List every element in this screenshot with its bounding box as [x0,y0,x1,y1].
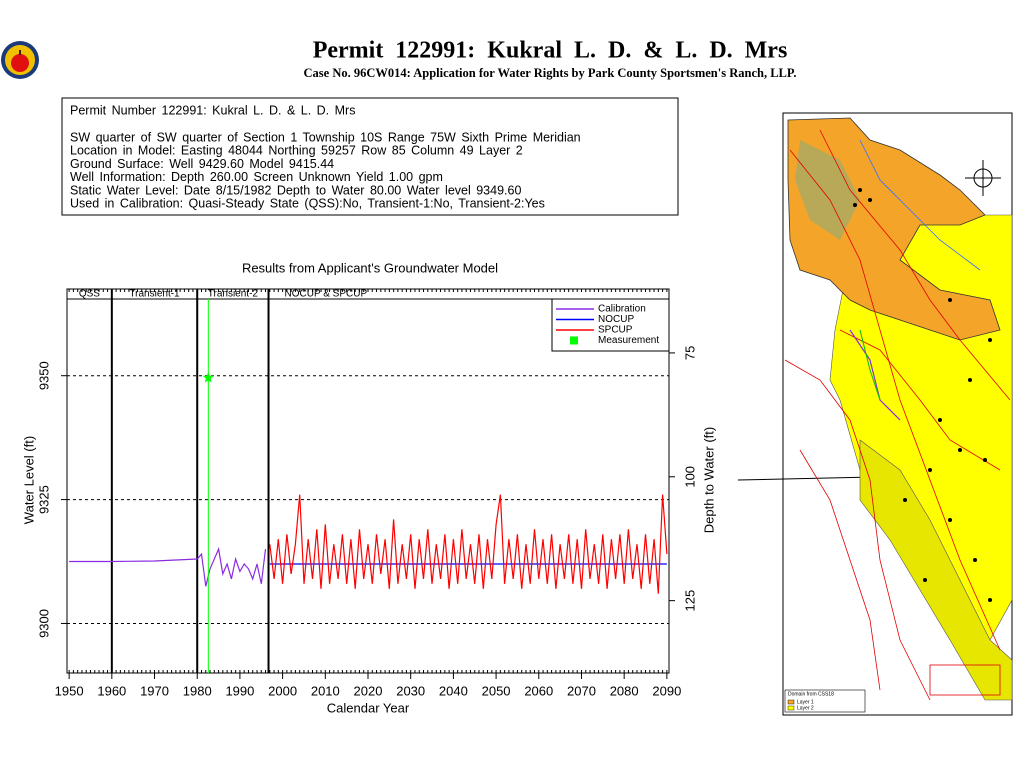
info-line: Well Information: Depth 260.00 Screen Un… [70,170,443,184]
x-tick-label: 2040 [439,683,468,698]
x-tick-label: 2070 [567,683,596,698]
x-axis-label: Calendar Year [327,700,410,715]
x-tick-label: 2060 [524,683,553,698]
legend-label: SPCUP [598,325,633,336]
page-subtitle: Case No. 96CW014: Application for Water … [304,66,797,80]
x-tick-label: 2010 [311,683,340,698]
logo [1,41,39,79]
period-label: Transient-1 [129,289,180,300]
period-label: QSS [79,289,100,300]
series-line [69,547,267,587]
y2-tick-label: 75 [682,346,697,360]
period-label: NOCUP & SPCUP [285,289,368,300]
x-tick-label: 1970 [140,683,169,698]
info-line: Used in Calibration: Quasi-Steady State … [70,196,545,210]
x-tick-label: 1980 [183,683,212,698]
x-tick-label: 1960 [97,683,126,698]
x-tick-label: 2020 [354,683,383,698]
legend-label: NOCUP [598,314,634,325]
series-line [269,494,668,594]
info-line: Ground Surface: Well 9429.60 Model 9415.… [70,157,334,171]
info-lines: Permit Number 122991: Kukral L. D. & L. … [70,103,581,210]
measurement-marker [202,371,214,383]
legend-swatch [570,336,578,345]
page-title: Permit 122991: Kukral L. D. & L. D. Mrs [313,38,788,64]
x-tick-label: 1990 [225,683,254,698]
chart: Results from Applicant's Groundwater Mod… [21,260,716,715]
map-legend-item: Layer 1 [797,699,814,705]
x-tick-label: 2090 [652,683,681,698]
x-tick-label: 1950 [55,683,84,698]
period-label: Transient-2 [208,289,259,300]
x-tick-label: 2030 [396,683,425,698]
info-line: SW quarter of SW quarter of Section 1 To… [70,130,581,144]
info-line: Location in Model: Easting 48044 Northin… [70,144,523,158]
y2-tick-label: 100 [682,466,697,488]
map: Domain from CSS18 Layer 1 Layer 2 [737,112,1013,716]
info-line: Permit Number 122991: Kukral L. D. & L. … [70,103,355,117]
chart-title: Results from Applicant's Groundwater Mod… [242,260,498,275]
y-tick-label: 9300 [36,609,51,638]
x-tick-label: 2080 [610,683,639,698]
map-legend-item: Layer 2 [797,705,814,711]
y-tick-label: 9325 [36,485,51,514]
y2-tick-label: 125 [682,590,697,612]
y-tick-label: 9350 [36,361,51,390]
y2-axis-label: Depth to Water (ft) [701,427,716,533]
x-tick-label: 2000 [268,683,297,698]
x-tick-label: 2050 [482,683,511,698]
legend-label: Calibration [598,304,646,315]
info-line: Static Water Level: Date 8/15/1982 Depth… [70,183,521,197]
legend-label: Measurement [598,335,659,346]
y-axis-label: Water Level (ft) [21,436,36,524]
info-box [61,97,679,216]
map-legend-title: Domain from CSS18 [788,691,834,697]
